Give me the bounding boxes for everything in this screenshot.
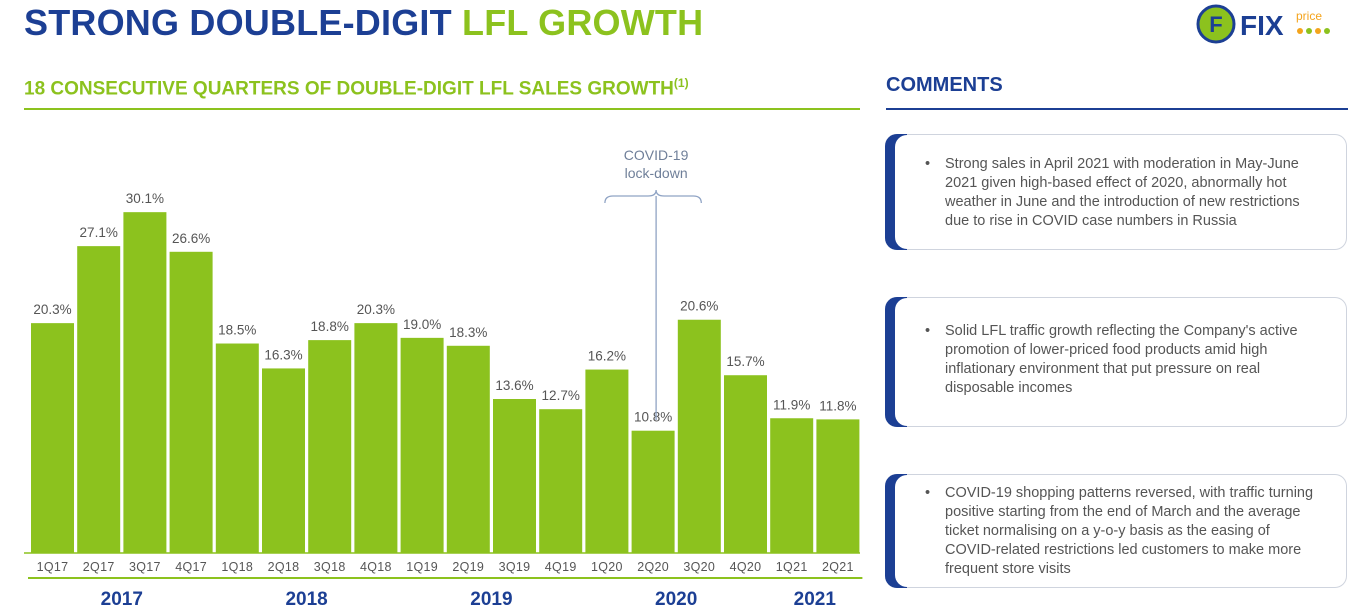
x-tick-label-1q17: 1Q17 [37,560,69,574]
data-label-2q20: 10.8% [634,410,672,425]
logo-letter: F [1209,12,1222,37]
data-label-3q18: 18.8% [311,319,349,334]
x-tick-label-2q19: 2Q19 [452,560,484,574]
title-main: STRONG DOUBLE-DIGIT [24,2,452,43]
data-label-2q19: 18.3% [449,325,487,340]
comment-card-3: COVID-19 shopping patterns reversed, wit… [885,474,1347,588]
data-label-1q17: 20.3% [33,302,71,317]
x-tick-label-4q17: 4Q17 [175,560,207,574]
bar-3q18 [308,340,352,553]
year-label-2021: 2021 [794,589,837,610]
bar-4q20 [724,375,767,553]
year-label-2020: 2020 [655,589,697,610]
x-tick-label-1q18: 1Q18 [221,560,253,574]
logo-wordmark: FIX [1240,10,1284,41]
x-tick-label-2q17: 2Q17 [83,560,115,574]
x-tick-label-3q20: 3Q20 [683,560,715,574]
logo-dot-3 [1315,28,1321,34]
comment-card-2: Solid LFL traffic growth reflecting the … [885,297,1347,427]
year-label-2019: 2019 [470,589,512,610]
comment-card-1: Strong sales in April 2021 with moderati… [885,134,1347,250]
x-tick-label-1q20: 1Q20 [591,560,623,574]
data-label-1q21: 11.9% [773,397,810,412]
bar-4q18 [354,323,398,553]
data-label-4q20: 15.7% [726,354,764,369]
bar-1q20 [585,369,629,553]
comment-text-2: Solid LFL traffic growth reflecting the … [925,322,1320,398]
bar-3q17 [123,212,167,553]
bar-3q19 [493,399,536,553]
data-label-4q17: 26.6% [172,231,210,246]
logo-dot-1 [1297,28,1303,34]
data-label-2q17: 27.1% [80,225,118,240]
logo-subword: price [1296,9,1322,23]
data-label-2q21: 11.8% [819,398,856,413]
logo-dot-4 [1324,28,1330,34]
x-tick-label-1q19: 1Q19 [406,560,438,574]
bar-2q19 [446,345,490,553]
data-label-3q17: 30.1% [126,191,164,206]
x-tick-label-4q18: 4Q18 [360,560,392,574]
page-title: STRONG DOUBLE-DIGIT LFL GROWTH [24,2,703,44]
fix-price-logo: F FIX price [1196,4,1330,44]
annotation-line-2: lock-down [625,165,688,181]
comment-text-3: COVID-19 shopping patterns reversed, wit… [925,484,1320,579]
bar-4q17 [169,251,213,553]
x-tick-label-4q20: 4Q20 [730,560,762,574]
bar-1q21 [770,418,814,553]
data-label-3q19: 13.6% [495,378,533,393]
x-tick-label-3q18: 3Q18 [314,560,346,574]
title-accent: LFL GROWTH [462,2,704,43]
data-label-2q18: 16.3% [264,347,302,362]
data-label-4q18: 20.3% [357,302,395,317]
data-label-1q18: 18.5% [218,323,256,338]
bar-1q18 [215,343,259,553]
annotation-brace [604,189,702,204]
data-label-3q20: 20.6% [680,299,718,314]
x-tick-label-2q21: 2Q21 [822,560,854,574]
data-label-1q20: 16.2% [588,349,626,364]
chart-heading: 18 CONSECUTIVE QUARTERS OF DOUBLE-DIGIT … [24,76,689,100]
x-tick-label-1q21: 1Q21 [776,560,808,574]
logo-dot-2 [1306,28,1312,34]
x-tick-label-3q19: 3Q19 [499,560,531,574]
lfl-growth-bar-chart: 20.3% 27.1% 30.1% 26.6% 18.5% 16.3% 18.8% 20.3%… [24,147,863,610]
bar-2q17 [77,246,121,553]
bar-2q18 [262,368,305,553]
data-label-4q19: 12.7% [542,388,580,403]
logo-badge [1196,4,1236,44]
year-label-2017: 2017 [101,589,143,610]
x-tick-label-3q17: 3Q17 [129,560,161,574]
footnote-marker: (1) [673,76,689,90]
comments-heading-rule [886,108,1348,110]
comment-text-1: Strong sales in April 2021 with moderati… [925,155,1320,231]
bar-4q19 [539,409,583,553]
bar-3q20 [677,319,721,553]
bar-2q21 [816,419,860,553]
bar-2q20 [631,430,675,553]
x-tick-label-4q19: 4Q19 [545,560,577,574]
chart-heading-rule [24,108,860,110]
comments-heading: COMMENTS [886,74,1003,96]
bar-1q17 [31,323,74,553]
bar-1q19 [400,337,444,553]
chart-heading-text: 18 CONSECUTIVE QUARTERS OF DOUBLE-DIGIT … [24,78,674,100]
x-tick-label-2q18: 2Q18 [268,560,300,574]
x-tick-label-2q20: 2Q20 [637,560,669,574]
annotation-line-1: COVID-19 [624,147,689,163]
year-label-2018: 2018 [285,589,327,610]
data-label-1q19: 19.0% [403,317,441,332]
